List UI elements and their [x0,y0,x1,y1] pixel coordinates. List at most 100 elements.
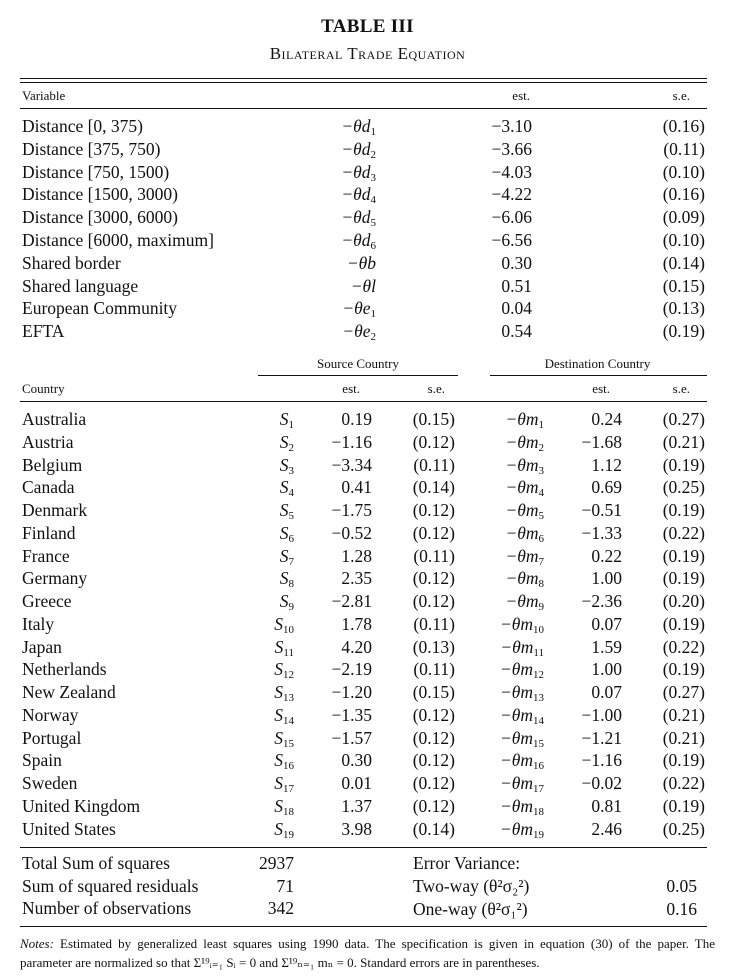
variable-name: Distance [1500, 3000) [22,184,179,205]
symbol-base: −θd [341,138,371,159]
symbol-subscript: 5 [538,510,545,522]
country-name: Denmark [22,500,88,520]
destination-se: (0.21) [662,727,705,748]
variable-est: −3.10 [491,116,533,136]
symbol-subscript: 3 [370,171,377,184]
header-source-se: s.e. [427,381,445,396]
variable-symbol: −θd3 [300,161,377,184]
symbol-base: −θm [505,568,539,589]
symbol-base: S [279,568,289,589]
header-variable: Variable [22,88,66,103]
country-name: Netherlands [22,659,107,680]
source-se: (0.12) [412,750,455,771]
source-se: (0.12) [412,431,455,452]
symbol-subscript: 18 [283,805,294,818]
country-name: United Kingdom [22,795,141,816]
table-notes: Notes: Estimated by generalized least sq… [20,934,715,972]
symbol-base: −θd [341,116,371,136]
destination-symbol: −θm13 [476,682,544,704]
symbol-base: S [274,727,283,748]
variable-se: (0.16) [662,116,705,136]
destination-est: 1.00 [591,659,622,680]
symbol-subscript: 16 [283,760,294,773]
symbol-subscript: 1 [370,126,377,138]
symbol-base: −θm [505,431,539,452]
summary-value: 71 [276,875,295,896]
destination-symbol: −θm12 [476,659,544,681]
destination-symbol: −θm8 [476,568,545,591]
symbol-subscript: 2 [288,441,295,454]
variable-name: European Community [22,298,178,319]
source-est: −3.34 [331,454,373,475]
source-symbol: S1 [258,409,294,431]
notes-label: Notes: [20,936,54,951]
destination-est: −0.02 [581,773,623,793]
country-name: Australia [22,409,87,429]
symbol-base: −θm [499,750,533,771]
symbol-subscript: 8 [288,578,295,591]
variable-est: −6.56 [491,230,533,250]
destination-se: (0.19) [662,454,705,475]
country-name: France [22,545,70,566]
symbol-subscript: 8 [538,578,545,591]
source-symbol: S19 [258,819,294,841]
symbol-subscript: 5 [370,217,377,230]
symbol-base: −θm [499,613,533,634]
destination-rule [490,375,707,376]
country-name: Canada [22,477,75,498]
variable-symbol: −θd4 [300,184,376,206]
source-symbol: S17 [258,773,294,795]
variable-se: (0.11) [663,138,705,159]
source-rule [258,375,458,376]
header-est: est. [512,88,530,103]
summary-value: 2937 [259,853,294,873]
symbol-subscript: 9 [288,601,295,613]
source-symbol: S5 [258,500,294,522]
destination-symbol: −θm7 [476,546,544,568]
variable-symbol: −θb [300,253,376,274]
source-est: 2.35 [341,568,372,589]
source-country-header: Source Country [317,356,399,371]
destination-se: (0.25) [662,477,705,498]
symbol-base: −θm [505,477,539,498]
destination-symbol: −θm3 [476,455,544,477]
symbol-base: −θm [505,591,539,611]
destination-symbol: −θm5 [476,500,545,522]
symbol-base: −θe [342,321,371,342]
header-se: s.e. [672,88,690,103]
destination-se: (0.22) [662,522,705,543]
source-symbol: S13 [258,682,294,704]
variable-se: (0.13) [662,298,705,319]
table-title: TABLE III [321,16,414,37]
destination-est: −0.51 [581,500,623,520]
destination-est: 0.81 [591,795,622,816]
source-symbol: S6 [258,522,294,545]
symbol-base: −θd [341,161,371,182]
variable-se: (0.09) [662,207,705,228]
source-symbol: S16 [258,750,294,773]
destination-se: (0.19) [662,545,705,566]
header-country: Country [22,381,65,396]
source-symbol: S4 [258,477,294,499]
destination-symbol: −θm14 [476,705,544,727]
destination-se: (0.21) [662,431,705,452]
variable-se: (0.10) [662,230,705,250]
symbol-subscript: 15 [283,737,294,750]
symbol-base: −θd [341,184,371,205]
country-name: United States [22,818,116,839]
country-name: Japan [22,636,62,657]
symbol-base: −θm [499,682,533,702]
error-variance-label: One-way (θ²σ₁²) [413,898,528,919]
symbol-base: S [279,522,289,543]
country-header-rule [20,401,707,402]
symbol-subscript: 4 [538,487,545,500]
variable-se: (0.10) [662,161,705,182]
variable-name: Distance [0, 375) [22,116,144,136]
destination-symbol: −θm16 [476,750,544,772]
symbol-subscript: 14 [533,714,544,727]
destination-se: (0.20) [662,591,705,611]
destination-est: 0.07 [591,682,622,702]
summary-rule [20,847,707,848]
destination-est: 1.59 [591,636,622,657]
source-est: −2.81 [331,591,373,611]
